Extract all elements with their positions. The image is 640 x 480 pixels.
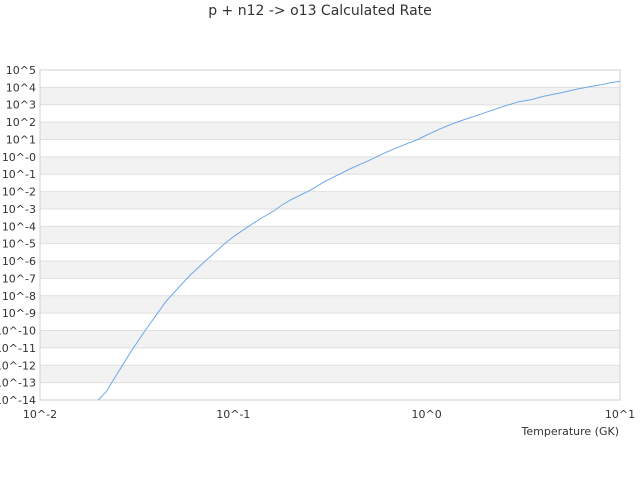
y-tick-label: 10^4 <box>6 81 36 94</box>
y-tick-label: 10^-9 <box>2 307 36 320</box>
y-tick-label: 10^3 <box>6 99 36 112</box>
y-tick-label: 10^-7 <box>2 272 36 285</box>
grid-lines <box>40 69 620 401</box>
grid-band <box>40 87 620 105</box>
grid-band <box>40 156 620 175</box>
x-tick-labels: 10^-2 10^-1 10^0 10^1 <box>23 408 635 421</box>
y-tick-label: 10^1 <box>6 133 36 146</box>
grid-band <box>40 295 620 314</box>
x-tick-label: 10^-2 <box>23 408 57 421</box>
grid-band <box>40 365 620 383</box>
y-tick-label: 10^-6 <box>2 255 36 268</box>
y-tick-label: 10^-11 <box>0 342 36 355</box>
grid-band <box>40 122 620 140</box>
y-tick-label: 10^-1 <box>2 168 36 181</box>
chart-title: p + n12 -> o13 Calculated Rate <box>208 3 432 19</box>
series-line <box>97 80 621 401</box>
grid-bands <box>40 87 620 383</box>
grid-band <box>40 261 620 279</box>
y-tick-label: 10^-14 <box>0 394 36 407</box>
y-tick-labels: 10^5 10^4 10^3 10^2 10^1 10^-0 10^-1 10^-2 10^-3… <box>0 64 36 407</box>
grid-band <box>40 191 620 209</box>
grid-band <box>40 226 620 244</box>
y-tick-label: 10^2 <box>6 116 36 129</box>
y-tick-label: 10^-13 <box>0 377 36 390</box>
x-tick-label: 10^0 <box>412 408 442 421</box>
plot-frame <box>39 69 621 401</box>
y-tick-label: 10^5 <box>6 64 36 77</box>
y-tick-label: 10^-12 <box>0 359 36 372</box>
x-tick-label: 10^1 <box>605 408 635 421</box>
y-tick-label: 10^-3 <box>2 203 36 216</box>
y-tick-label: 10^-8 <box>2 290 36 303</box>
y-tick-label: 10^-5 <box>2 238 36 251</box>
y-tick-label: 10^-2 <box>2 186 36 199</box>
x-tick-label: 10^-1 <box>216 408 250 421</box>
y-tick-label: 10^-10 <box>0 325 36 338</box>
grid-band <box>40 330 620 348</box>
y-tick-label: 10^-4 <box>2 220 36 233</box>
x-axis-label: Temperature (GK) <box>521 425 620 438</box>
y-tick-label: 10^-0 <box>2 151 36 164</box>
